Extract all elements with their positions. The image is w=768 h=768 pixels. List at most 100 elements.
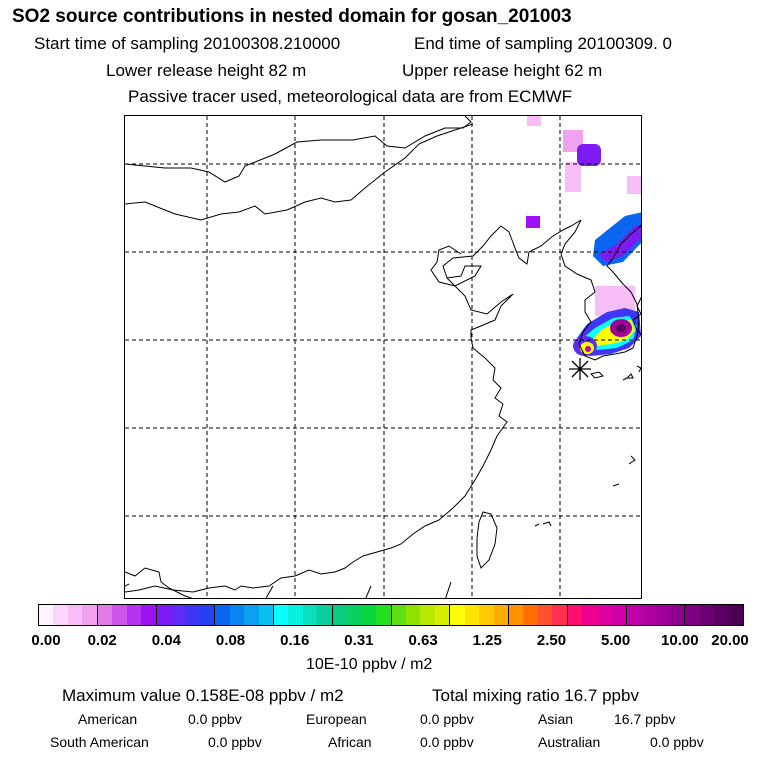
european-value: 0.0 ppbv — [420, 711, 474, 727]
american-value: 0.0 ppbv — [188, 711, 242, 727]
american-label: American — [78, 711, 138, 727]
max-value-label: Maximum value 0.158E-08 ppbv / m2 — [62, 686, 344, 705]
colorbar-swatch — [199, 605, 216, 625]
colorbar-swatch — [655, 605, 670, 625]
colorbar-swatch — [141, 605, 157, 625]
colorbar-swatch — [509, 605, 524, 625]
colorbar-swatch — [450, 605, 465, 625]
hotspot-s-korea-peak — [616, 324, 626, 332]
colorbar-tick-label: 0.00 — [31, 632, 61, 649]
colorbar-swatch — [39, 605, 54, 625]
coastline-northeast-border — [125, 123, 474, 221]
colorbar-swatch — [288, 605, 303, 625]
hotspot-small-purple — [526, 216, 540, 228]
colorbar-swatch — [332, 605, 348, 625]
island-ryukyu-7 — [534, 523, 540, 527]
african-label: African — [328, 734, 372, 750]
border-inner-south — [265, 581, 452, 598]
island-jeju — [590, 371, 604, 379]
colorbar-units: 10E-10 ppbv / m2 — [306, 656, 433, 673]
chart-title: SO2 source contributions in nested domai… — [12, 6, 572, 27]
colorbar-swatch — [317, 605, 333, 625]
end-time-label: End time of sampling 20100309. 0 — [414, 34, 673, 53]
colorbar-swatch — [112, 605, 127, 625]
total-mixing-ratio: Total mixing ratio 16.7 ppbv — [432, 686, 639, 705]
colorbar-tick-label: 0.02 — [87, 632, 117, 649]
colorbar-swatch — [552, 605, 568, 625]
colorbar-swatch — [274, 605, 289, 625]
colorbar-swatch — [258, 605, 274, 625]
coastline-east-china — [334, 337, 508, 573]
coastline-korea-west — [560, 219, 634, 361]
colorbar-swatch — [479, 605, 494, 625]
concentration-field — [526, 116, 641, 356]
map-plot — [125, 116, 641, 598]
colorbar-swatch — [567, 605, 583, 625]
colorbar-swatch — [640, 605, 656, 625]
south-american-label: South American — [50, 734, 149, 750]
colorbar-tick-label: 0.63 — [408, 632, 438, 649]
colorbar-swatch — [405, 605, 421, 625]
lower-release-height: Lower release height 82 m — [106, 61, 307, 80]
colorbar-swatch — [537, 605, 553, 625]
colorbar-swatch — [126, 605, 142, 625]
colorbar-swatch — [493, 605, 509, 625]
island-ryukyu-2 — [622, 377, 628, 381]
hotspot-pink-right — [627, 176, 641, 194]
hotspot-pink-column — [563, 130, 583, 152]
coastline-mongolia-border — [125, 116, 472, 183]
colorbar-swatch — [67, 605, 83, 625]
colorbar-swatch — [185, 605, 200, 625]
gridlines — [125, 116, 641, 598]
colorbar-swatch — [97, 605, 113, 625]
colorbar-swatch — [714, 605, 729, 625]
coastline-japan-edge — [632, 296, 641, 335]
south-american-value: 0.0 ppbv — [208, 734, 262, 750]
colorbar-swatch — [685, 605, 700, 625]
coastline-taiwan — [476, 511, 498, 569]
colorbar-swatch — [728, 605, 743, 625]
colorbar-tick-label: 20.00 — [711, 632, 749, 649]
island-ryukyu-3 — [636, 365, 641, 373]
coastline-shandong — [446, 277, 514, 338]
colorbar-swatch — [156, 605, 171, 625]
colorbar-swatch — [582, 605, 597, 625]
african-value: 0.0 ppbv — [420, 734, 474, 750]
colorbar-swatch — [215, 605, 230, 625]
colorbar-swatch — [53, 605, 68, 625]
upper-release-height: Upper release height 62 m — [402, 61, 603, 80]
hotspot-nechina-top — [527, 116, 541, 126]
colorbar — [38, 604, 744, 626]
coastlines — [125, 116, 641, 598]
european-label: European — [306, 711, 367, 727]
colorbar-tick-label: 0.08 — [215, 632, 246, 649]
colorbar-swatch — [699, 605, 715, 625]
colorbar-swatch — [376, 605, 392, 625]
colorbar-swatch — [361, 605, 377, 625]
island-ryukyu-6 — [542, 521, 552, 527]
coastline-bohai — [430, 219, 582, 287]
colorbar-swatch — [302, 605, 318, 625]
colorbar-swatch — [82, 605, 98, 625]
colorbar-swatch — [611, 605, 627, 625]
colorbar-swatch — [347, 605, 362, 625]
border-southwest — [125, 567, 193, 598]
asian-value: 16.7 ppbv — [614, 711, 676, 727]
start-time-label: Start time of sampling 20100308.210000 — [34, 34, 341, 53]
colorbar-swatch — [626, 605, 641, 625]
colorbar-tick-label: 0.16 — [280, 632, 310, 649]
map-panel — [124, 115, 642, 599]
colorbar-tick-label: 2.50 — [536, 632, 567, 649]
island-ryukyu-1 — [625, 373, 634, 379]
colorbar-swatch — [229, 605, 245, 625]
colorbar-tick-label: 0.04 — [151, 632, 181, 649]
hotspot-pink-column-2 — [565, 162, 581, 192]
colorbar-tick-label: 5.00 — [601, 632, 631, 649]
colorbar-tick-label: 0.31 — [344, 632, 374, 649]
colorbar-swatch — [523, 605, 538, 625]
asian-label: Asian — [538, 711, 574, 727]
australian-label: Australian — [538, 734, 601, 750]
colorbar-swatch — [420, 605, 435, 625]
colorbar-swatch — [170, 605, 186, 625]
hotspot-sw-coast-core — [585, 346, 591, 352]
